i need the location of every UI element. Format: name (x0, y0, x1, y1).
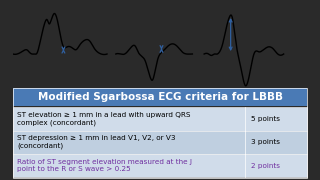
Bar (13, 154, 307, 177)
Text: 3 points: 3 points (251, 139, 280, 145)
Bar (13, 107, 307, 130)
Text: 2 points: 2 points (251, 163, 280, 169)
Bar (13, 88, 307, 106)
Bar (13, 130, 307, 154)
Text: 5 points: 5 points (251, 116, 280, 122)
Text: ST elevation ≥ 1 mm in a lead with upward QRS
complex (concordant): ST elevation ≥ 1 mm in a lead with upwar… (17, 112, 191, 126)
Text: Modified Sgarbossa ECG criteria for LBBB: Modified Sgarbossa ECG criteria for LBBB (37, 92, 283, 102)
Text: Ratio of ST segment elevation measured at the J
point to the R or S wave > 0.25: Ratio of ST segment elevation measured a… (17, 159, 192, 172)
Text: ST depression ≥ 1 mm in lead V1, V2, or V3
(concordant): ST depression ≥ 1 mm in lead V1, V2, or … (17, 135, 176, 149)
